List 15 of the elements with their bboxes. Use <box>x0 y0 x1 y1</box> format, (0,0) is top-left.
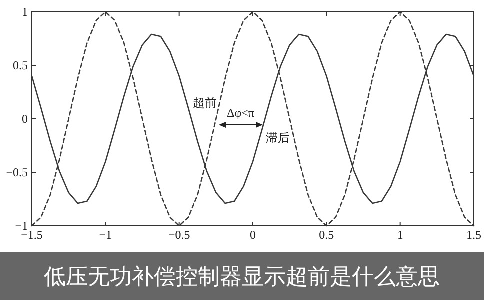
x-tick-label: 1 <box>397 228 404 242</box>
y-tick-label: −1 <box>15 219 28 233</box>
x-tick-label: 0.5 <box>319 228 334 242</box>
x-tick-label: −0.5 <box>168 228 190 242</box>
y-tick-label: 1 <box>22 5 28 19</box>
annotation: 超前 <box>193 96 217 110</box>
x-tick-label: −1 <box>99 228 112 242</box>
x-tick-label: 0 <box>250 228 256 242</box>
annotation: Δφ<π <box>227 106 254 120</box>
y-tick-label: 0.5 <box>13 58 28 72</box>
y-tick-label: 0 <box>22 112 28 126</box>
annotation: 滞后 <box>266 131 290 145</box>
x-tick-label: 1.5 <box>466 228 482 242</box>
text: 低压无功补偿控制器显示超前是什么意思 <box>44 265 440 290</box>
y-tick-label: −0.5 <box>6 166 28 180</box>
